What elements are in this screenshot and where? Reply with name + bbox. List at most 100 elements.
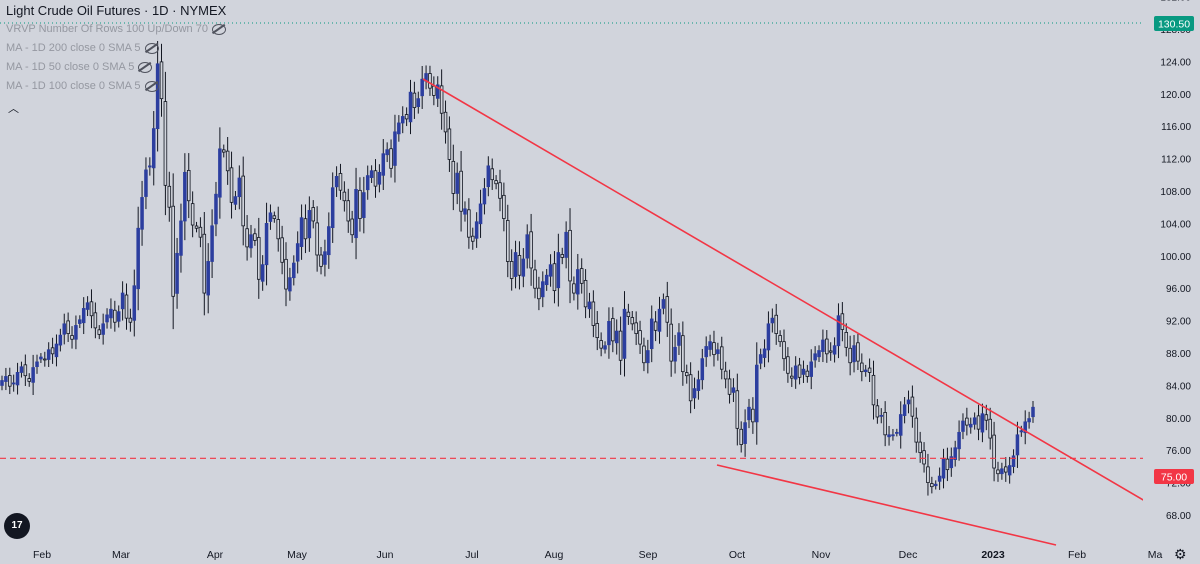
- candle-body: [113, 309, 117, 323]
- candle-body: [155, 63, 160, 130]
- candle-body: [225, 150, 230, 172]
- candle-body: [144, 169, 148, 197]
- candle-body: [179, 220, 183, 256]
- candle-body: [895, 431, 899, 434]
- candle-body: [719, 346, 724, 370]
- candle-body: [163, 101, 168, 186]
- price-axis[interactable]: 132.00128.00124.00120.00116.00112.00108.…: [1143, 0, 1200, 541]
- candle-body: [420, 78, 424, 97]
- price-tick-label: 88.00: [1166, 349, 1191, 360]
- candle-body: [649, 318, 654, 350]
- candle-body: [8, 375, 12, 387]
- candle-body: [883, 412, 887, 436]
- candle-body: [976, 415, 981, 430]
- candle-body: [93, 312, 98, 329]
- candle-body: [1015, 434, 1020, 456]
- gear-icon[interactable]: ⚙: [1174, 546, 1187, 562]
- indicator-ma-50[interactable]: MA - 1D 50 close 0 SMA 5: [6, 58, 226, 77]
- hidden-eye-icon[interactable]: [211, 23, 226, 35]
- time-tick-label: Oct: [729, 549, 745, 561]
- candle-body: [315, 222, 319, 256]
- candle-body: [681, 335, 685, 373]
- candle-body: [455, 172, 459, 194]
- candle-body: [272, 215, 277, 219]
- chart-legend: Light Crude Oil Futures · 1D · NYMEX VRV…: [6, 2, 226, 96]
- hidden-eye-icon[interactable]: [144, 80, 159, 92]
- candle-body: [603, 345, 607, 350]
- candle-body: [4, 376, 8, 382]
- candle-body: [1027, 418, 1031, 423]
- price-tick-label: 112.00: [1161, 155, 1191, 166]
- candle-body: [537, 287, 541, 300]
- candle-body: [74, 325, 78, 340]
- candle-body: [653, 321, 658, 331]
- candle-body: [486, 165, 491, 188]
- candle-body: [268, 212, 273, 222]
- candle-body: [790, 375, 794, 379]
- candle-body: [342, 191, 347, 202]
- time-axis[interactable]: Feb Mar Apr May Jun Jul Aug Sep Oct Nov Dec 2023 Feb…: [33, 549, 1162, 561]
- candle-body: [124, 294, 129, 319]
- price-tick-label: 76.00: [1166, 446, 1191, 457]
- candle-body: [509, 261, 514, 279]
- candle-body: [914, 417, 919, 443]
- candle-body: [684, 372, 689, 377]
- candle-body: [214, 193, 218, 225]
- price-tick-label: 116.00: [1161, 122, 1191, 133]
- candle-body: [762, 348, 767, 358]
- candle-body: [350, 218, 354, 236]
- level-label: 75.00: [1161, 472, 1187, 484]
- candle-body: [622, 308, 627, 359]
- symbol-title[interactable]: Light Crude Oil Futures · 1D · NYMEX: [6, 3, 227, 18]
- candle-body: [323, 251, 327, 265]
- candle-body: [614, 330, 619, 344]
- candle-body: [696, 379, 701, 391]
- candle-body: [1004, 466, 1008, 473]
- candle-body: [428, 73, 432, 89]
- candle-body: [945, 458, 950, 471]
- candle-body: [175, 252, 179, 294]
- candle-body: [151, 128, 156, 169]
- candle-body: [506, 220, 510, 262]
- candle-body: [46, 349, 51, 360]
- tradingview-logo[interactable]: 17: [4, 513, 30, 539]
- candle-body: [735, 390, 740, 429]
- candle-body: [801, 368, 806, 375]
- candle-body: [576, 269, 580, 295]
- candle-body: [774, 314, 778, 334]
- candle-body: [704, 346, 708, 358]
- candle-body: [498, 182, 502, 199]
- time-tick-label: May: [287, 549, 308, 561]
- indicator-vrvp[interactable]: VRVP Number Of Rows 100 Up/Down 70: [6, 20, 226, 39]
- candle-body: [171, 205, 175, 297]
- candle-body: [513, 252, 518, 277]
- candle-body: [404, 114, 409, 120]
- candle-body: [1031, 406, 1035, 418]
- candle-body: [723, 370, 728, 380]
- candle-body: [432, 85, 436, 96]
- candle-body: [875, 405, 880, 418]
- candle-body: [381, 153, 386, 176]
- candle-body: [813, 353, 817, 361]
- indicator-ma-100[interactable]: MA - 1D 100 close 0 SMA 5: [6, 77, 226, 96]
- candle-body: [821, 339, 825, 352]
- price-tick-label: 124.00: [1160, 57, 1191, 68]
- price-tick-label: 92.00: [1166, 317, 1191, 328]
- candle-body: [937, 475, 942, 482]
- candle-body: [222, 149, 226, 153]
- candle-body: [1011, 455, 1016, 467]
- indicator-ma-200[interactable]: MA - 1D 200 close 0 SMA 5: [6, 39, 226, 58]
- candle-body: [206, 261, 210, 296]
- chevron-up-icon[interactable]: ︿: [8, 103, 19, 115]
- hidden-eye-icon[interactable]: [144, 42, 159, 54]
- candle-body: [397, 122, 401, 135]
- candle-body: [665, 296, 670, 323]
- candle-body: [887, 434, 891, 438]
- annotation-layer: [0, 22, 1158, 546]
- candle-body: [922, 450, 926, 465]
- candle-body: [260, 264, 265, 282]
- hidden-eye-icon[interactable]: [138, 61, 153, 73]
- candle-body: [832, 345, 837, 355]
- candle-body: [389, 148, 393, 169]
